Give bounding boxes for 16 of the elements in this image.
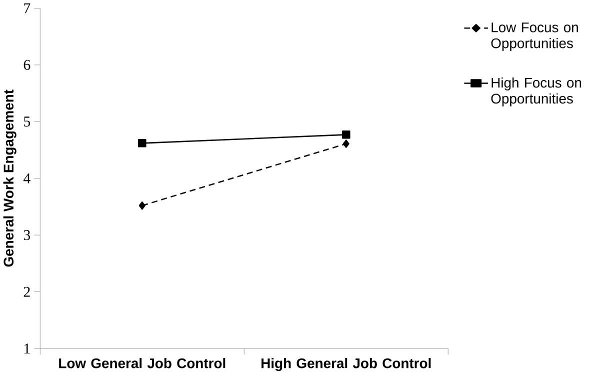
point bbox=[138, 201, 146, 210]
y-axis-title: General Work Engagement bbox=[3, 89, 16, 266]
x-tick-label: High General Job Control bbox=[262, 358, 431, 371]
y-tick-label: 6 bbox=[24, 60, 30, 70]
y-tick-label: 4 bbox=[24, 173, 30, 184]
legend-label: Low Focus on Opportunities bbox=[491, 22, 578, 51]
y-tick-label: 5 bbox=[24, 116, 30, 126]
point bbox=[138, 138, 146, 148]
y-tick-label: 1 bbox=[24, 343, 30, 354]
x-tick-label: Low General Job Control bbox=[59, 358, 226, 368]
legend-label: High Focus on Opportunities bbox=[491, 77, 582, 106]
point bbox=[342, 139, 350, 148]
y-tick-label: 3 bbox=[24, 230, 30, 240]
point bbox=[342, 130, 350, 139]
y-tick-label: 2 bbox=[24, 286, 30, 297]
y-tick-label: 7 bbox=[24, 3, 30, 13]
